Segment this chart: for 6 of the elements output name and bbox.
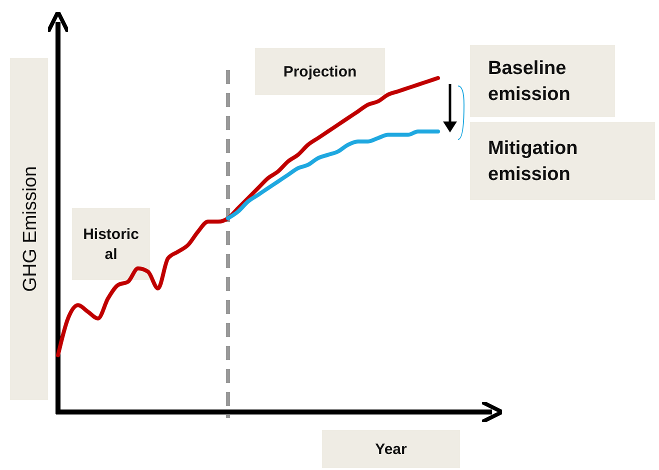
annotation: Historic al	[83, 225, 139, 263]
x-axis-title: Year	[375, 440, 408, 458]
text: Mitigation emission	[488, 138, 578, 184]
y-axis-title: GHG Emission	[20, 166, 41, 292]
annotation: Projection	[283, 63, 357, 80]
text: Baseline emission	[488, 58, 570, 104]
